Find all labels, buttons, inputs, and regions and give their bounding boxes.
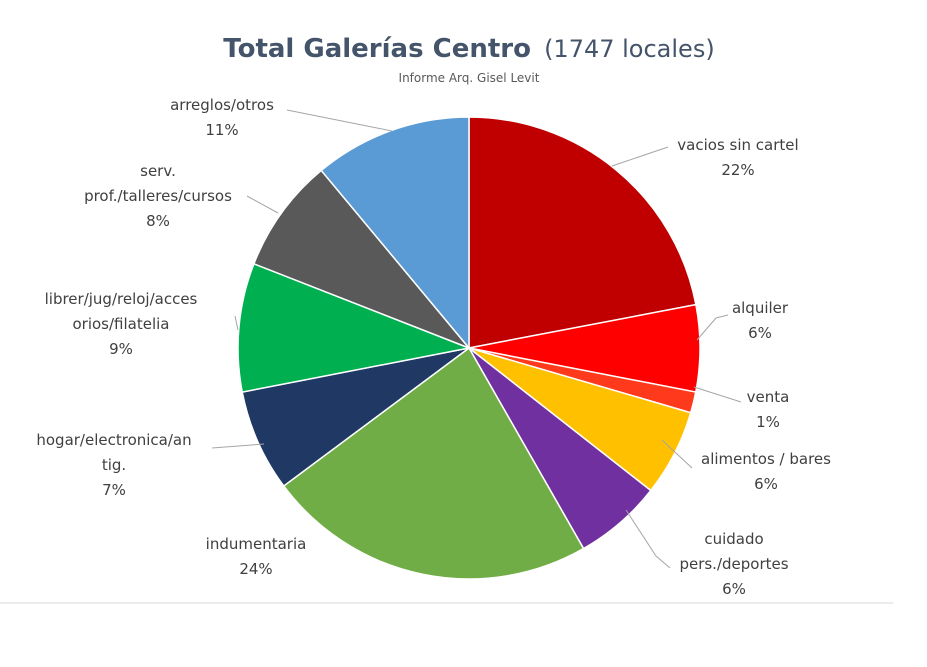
chart-title-suffix: (1747 locales) (544, 35, 715, 63)
data-label-0: vacios sin cartel 22% (677, 136, 798, 179)
data-label-category: tig. (102, 456, 126, 474)
pie-slice-8 (252, 169, 470, 349)
data-label-category: cuidado (704, 530, 763, 548)
data-labels: vacios sin cartel 22% alquiler 6% venta 1% ali… (36, 96, 831, 598)
data-label-category: serv. (140, 162, 176, 180)
leader-line-4 (625, 509, 671, 569)
data-label-4: cuidado pers./deportes 6% (679, 530, 788, 598)
leader-line-7 (234, 315, 239, 331)
data-label-2: venta 1% (747, 388, 790, 431)
data-label-9: arreglos/otros 11% (170, 96, 274, 139)
data-label-category: hogar/electronica/an (36, 431, 191, 449)
data-label-6: hogar/electronica/an tig. 7% (36, 431, 191, 499)
data-label-7: librer/jug/reloj/acces orios/filatelia 9% (45, 290, 198, 358)
leader-line-6 (211, 443, 265, 449)
data-label-category: alimentos / bares (701, 450, 831, 468)
pie-slice-6 (241, 347, 470, 488)
data-label-percent: 6% (722, 580, 746, 598)
data-label-percent: 7% (102, 481, 126, 499)
leader-line-3 (661, 439, 693, 469)
chart-title-main: Total Galerías Centro (223, 34, 531, 64)
data-label-percent: 9% (109, 340, 133, 358)
data-label-percent: 24% (239, 560, 272, 578)
pie-slices (237, 116, 701, 580)
data-label-category: librer/jug/reloj/acces (45, 290, 198, 308)
chart-title: Total Galerías Centro (1747 locales) (223, 34, 714, 64)
data-label-percent: 8% (146, 212, 170, 230)
data-label-5: indumentaria 24% (206, 535, 307, 578)
data-label-category: orios/filatelia (72, 315, 169, 333)
data-label-percent: 22% (721, 161, 754, 179)
pie-slice-5 (282, 346, 585, 580)
data-label-category: prof./talleres/cursos (84, 187, 232, 205)
data-label-percent: 6% (754, 475, 778, 493)
leader-lines (211, 109, 742, 569)
data-label-category: pers./deportes (679, 555, 788, 573)
leader-line-0 (611, 146, 669, 167)
data-label-3: alimentos / bares 6% (701, 450, 831, 493)
data-label-1: alquiler 6% (732, 299, 789, 342)
leader-line-2 (693, 386, 742, 403)
data-label-category: arreglos/otros (170, 96, 274, 114)
pie-slice-0 (468, 116, 697, 349)
pie-slice-7 (237, 262, 472, 393)
data-label-percent: 11% (205, 121, 238, 139)
data-label-8: serv. prof./talleres/cursos 8% (84, 162, 232, 230)
data-label-percent: 1% (756, 413, 780, 431)
data-label-category: vacios sin cartel (677, 136, 798, 154)
leader-line-1 (696, 314, 729, 341)
data-label-percent: 6% (748, 324, 772, 342)
data-label-category: venta (747, 388, 790, 406)
data-label-category: indumentaria (206, 535, 307, 553)
leader-line-9 (286, 109, 393, 132)
leader-line-8 (246, 195, 279, 214)
data-label-category: alquiler (732, 299, 789, 317)
chart-subtitle: Informe Arq. Gisel Levit (399, 71, 540, 85)
